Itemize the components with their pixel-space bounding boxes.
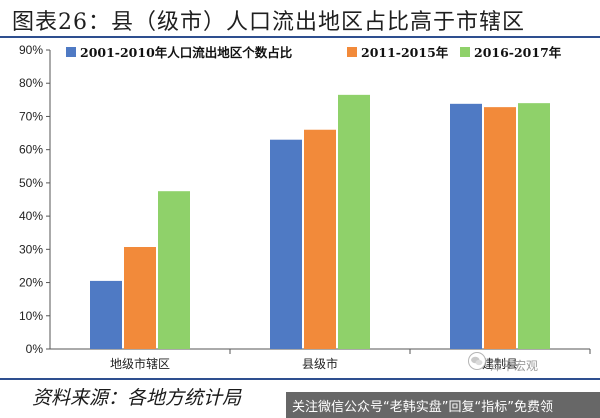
bar-3 xyxy=(518,103,550,350)
footer-banner-text: 关注微信公众号“老韩实盘”回复“指标”免费领 xyxy=(292,400,553,415)
chart-title: 图表26：县（级市）人口流出地区占比高于市辖区 xyxy=(12,10,525,35)
legend-label: 2001-2010年人口流出地区个数占比 xyxy=(80,45,293,60)
y-tick-label: 50% xyxy=(19,176,43,190)
y-tick-label: 70% xyxy=(19,109,43,123)
bar-2 xyxy=(124,247,156,349)
x-tick-label: 地级市辖区 xyxy=(110,356,170,371)
y-tick-label: 60% xyxy=(19,143,43,157)
watermark-label: 泽平宏观 xyxy=(490,359,539,373)
legend-swatch xyxy=(460,47,470,57)
legend-swatch xyxy=(66,47,76,57)
y-tick-label: 80% xyxy=(19,76,43,90)
bar-3 xyxy=(158,191,190,349)
chart-area: 0% 10% 20% 30% 40% 50% 60% 70% 80% 90% 地级市辖区 县级市 建制县… xyxy=(0,38,600,376)
title-bar: 图表26：县（级市）人口流出地区占比高于市辖区 xyxy=(0,0,600,38)
y-tick-label: 40% xyxy=(19,209,43,223)
legend-label: 2016-2017年 xyxy=(474,45,562,60)
y-tick-label: 10% xyxy=(19,309,43,323)
bar-3 xyxy=(338,94,370,349)
source-divider xyxy=(0,378,600,380)
bar-1 xyxy=(270,139,302,349)
bar-2 xyxy=(484,107,516,350)
x-tick-label: 建制县 xyxy=(482,357,518,371)
source-note: 资料来源：各地方统计局 xyxy=(32,387,242,409)
y-tick-label: 0% xyxy=(26,342,44,356)
wechat-icon xyxy=(468,352,486,370)
footer-banner xyxy=(286,392,600,418)
bar-2 xyxy=(304,129,336,349)
legend-label: 2011-2015年 xyxy=(361,45,449,60)
bar-1 xyxy=(90,280,122,349)
bar-chart: 0% 10% 20% 30% 40% 50% 60% 70% 80% 90% 地级市辖区 县级市 建制县… xyxy=(19,43,591,371)
x-tick-label: 县级市 xyxy=(302,356,338,371)
legend-swatch xyxy=(347,47,357,57)
y-tick-label: 90% xyxy=(19,43,43,57)
bar-1 xyxy=(450,103,482,349)
watermark: 泽平宏观 xyxy=(468,352,588,378)
y-tick-label: 30% xyxy=(19,242,43,256)
title-divider xyxy=(0,36,600,38)
y-tick-label: 20% xyxy=(19,276,43,290)
